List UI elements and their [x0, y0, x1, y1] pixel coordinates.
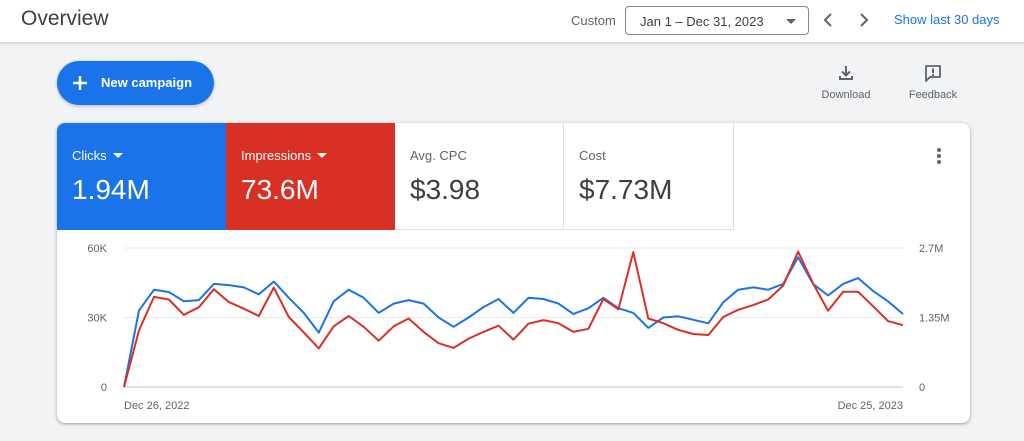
x-tick-label: Dec 26, 2022 [124, 400, 189, 412]
new-campaign-label: New campaign [101, 75, 193, 90]
more-options-button[interactable] [930, 146, 948, 166]
metric-impressions-value: 73.6M [241, 174, 319, 205]
chevron-left-icon [823, 13, 832, 27]
top-bar: Overview Custom Jan 1 – Dec 31, 2023 Sho… [0, 0, 1024, 43]
more-vert-icon [937, 148, 941, 164]
arrow-drop-down-icon [317, 153, 328, 158]
metric-impressions[interactable]: Impressions 73.6M [226, 123, 395, 230]
metric-clicks-value: 1.94M [72, 174, 150, 205]
feedback-button[interactable]: Feedback [898, 63, 968, 103]
y-right-tick-label: 0 [919, 382, 925, 394]
performance-card: Clicks 1.94M Impressions 73.6M Avg. CPC … [57, 123, 970, 423]
arrow-drop-down-icon [112, 153, 123, 158]
y-left-tick-label: 0 [101, 382, 107, 394]
date-range-type-label: Custom [571, 13, 616, 28]
show-last-30-days-link[interactable]: Show last 30 days [894, 12, 1000, 27]
download-label: Download [821, 89, 871, 101]
next-period-button[interactable] [853, 9, 875, 31]
chevron-right-icon [860, 13, 869, 27]
metric-clicks-label: Clicks [72, 148, 107, 163]
metric-cost-label: Cost [579, 148, 606, 163]
feedback-label: Feedback [908, 89, 958, 101]
metric-avg-cpc[interactable]: Avg. CPC $3.98 [395, 123, 564, 230]
y-right-tick-label: 2.7M [919, 243, 943, 255]
series-line-clicks [123, 256, 904, 388]
download-button[interactable]: Download [811, 63, 881, 103]
metric-avg-cpc-value: $3.98 [410, 174, 481, 205]
series-line-impressions [123, 250, 904, 388]
date-range-value: Jan 1 – Dec 31, 2023 [640, 14, 764, 29]
metric-avg-cpc-label: Avg. CPC [410, 148, 467, 163]
y-left-tick-label: 60K [87, 243, 107, 255]
metric-clicks[interactable]: Clicks 1.94M [57, 123, 226, 230]
performance-chart: 0 0 30K 1.35M 60K 2.7M Dec 26, 2022 Dec 25, 202… [87, 243, 950, 412]
plus-icon [73, 76, 87, 90]
previous-period-button[interactable] [817, 9, 839, 31]
metric-cost-value: $7.73M [579, 174, 673, 205]
new-campaign-button[interactable]: New campaign [57, 61, 214, 105]
metric-impressions-label: Impressions [241, 148, 312, 163]
page-title: Overview [21, 7, 109, 30]
feedback-icon [925, 65, 941, 82]
arrow-drop-down-icon [786, 19, 796, 24]
x-tick-label: Dec 25, 2023 [838, 400, 903, 412]
date-range-dropdown[interactable]: Jan 1 – Dec 31, 2023 [625, 6, 809, 35]
y-left-tick-label: 30K [87, 313, 107, 325]
y-right-tick-label: 1.35M [919, 313, 950, 325]
download-icon [839, 66, 853, 80]
metric-cost[interactable]: Cost $7.73M [564, 123, 734, 230]
